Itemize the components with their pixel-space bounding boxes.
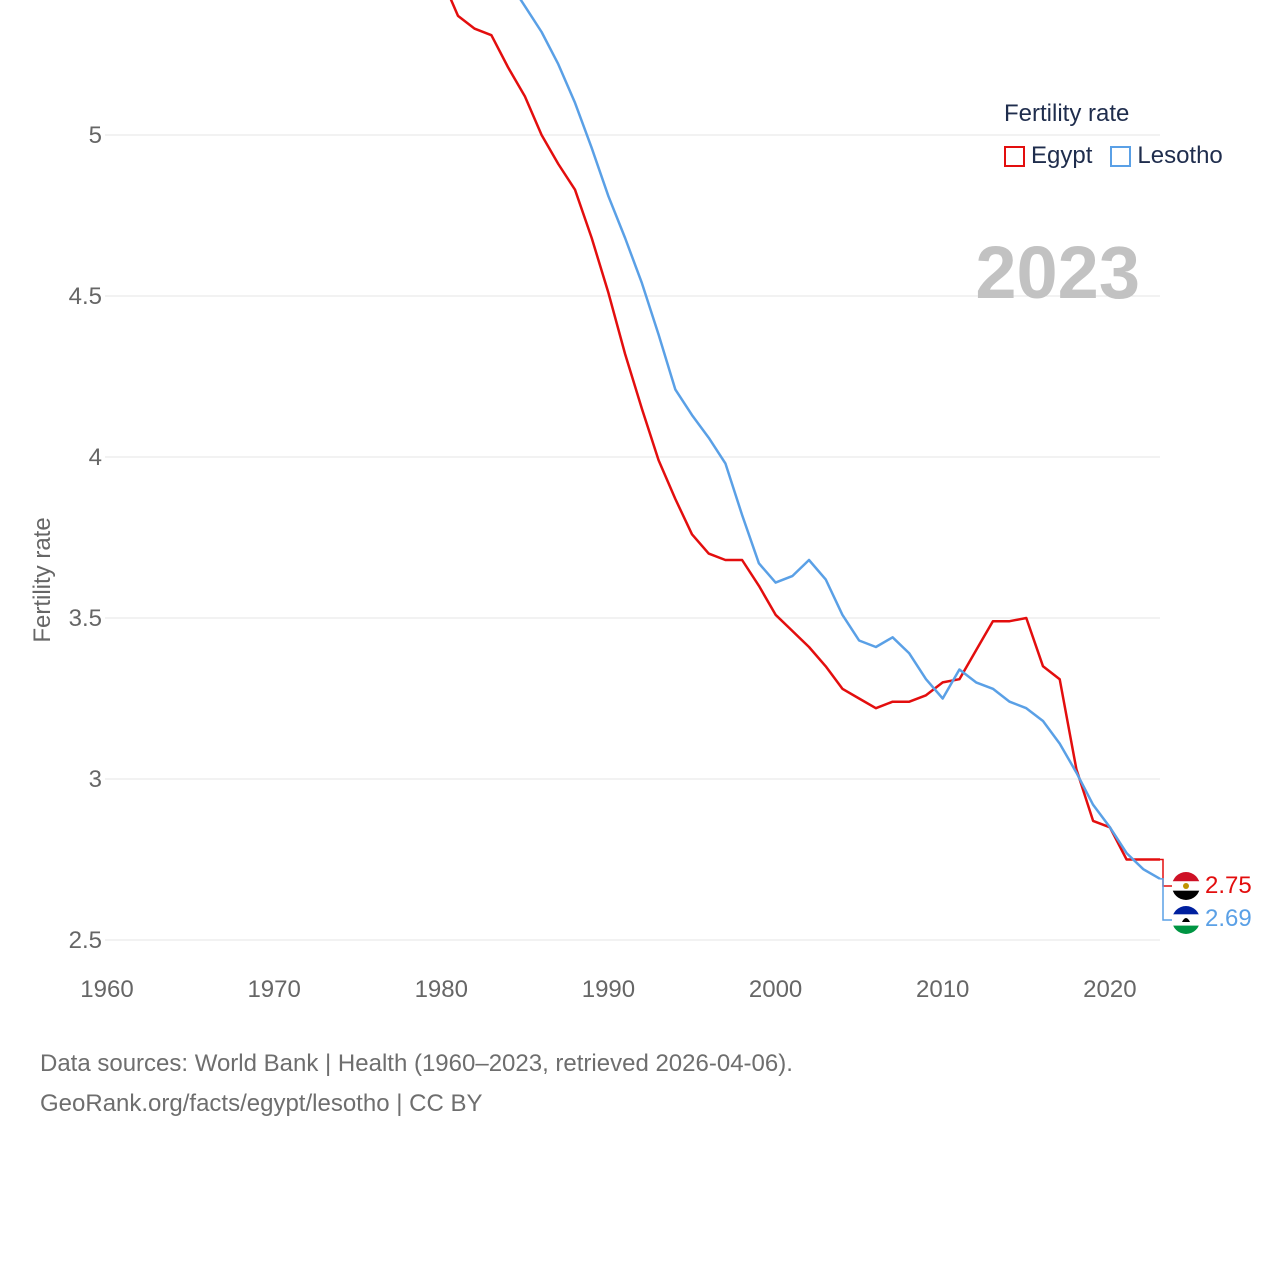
source-url-text: GeoRank.org/facts/egypt/lesotho | CC BY <box>40 1090 483 1117</box>
end-connector-egypt <box>1160 858 1172 887</box>
legend-item-lesotho[interactable]: Lesotho <box>1110 142 1223 170</box>
y-tick-label: 5 <box>89 122 102 149</box>
x-axis-ticks: 1960 1970 1980 1990 2000 2010 2020 <box>80 976 1136 1003</box>
y-axis-ticks: 2.533.544.555.566.5 <box>69 122 102 954</box>
x-tick-label: 2020 <box>1083 976 1136 1003</box>
flag-lesotho-icon <box>1172 906 1200 934</box>
end-value-label-egypt: 2.75 <box>1205 872 1252 899</box>
y-tick-label: 3 <box>89 766 102 793</box>
x-tick-label: 2000 <box>749 976 802 1003</box>
y-tick-label: 4 <box>89 444 102 471</box>
y-axis-label: Fertility rate <box>29 517 56 642</box>
data-source-text: Data sources: World Bank | Health (1960–… <box>40 1050 793 1077</box>
legend-swatch-lesotho <box>1110 145 1132 167</box>
x-tick-label: 1980 <box>415 976 468 1003</box>
x-tick-label: 1970 <box>247 976 300 1003</box>
series-end-markers: 2.75 2.69 <box>1160 858 1252 934</box>
y-tick-label: 4.5 <box>69 283 102 310</box>
x-tick-label: 2010 <box>916 976 969 1003</box>
x-tick-label: 1990 <box>582 976 635 1003</box>
legend-label-lesotho: Lesotho <box>1137 142 1223 169</box>
legend-swatch-egypt <box>1004 145 1025 167</box>
series-line-lesotho <box>519 0 1161 880</box>
end-value-label-lesotho: 2.69 <box>1205 905 1252 932</box>
y-tick-label: 2.5 <box>69 927 102 954</box>
legend-label-egypt: Egypt <box>1031 142 1093 169</box>
legend-item-egypt[interactable]: Egypt <box>1004 142 1092 170</box>
series-lines <box>449 0 1161 880</box>
y-tick-label: 3.5 <box>69 605 102 632</box>
series-line-egypt <box>449 0 1160 861</box>
flag-egypt-icon <box>1172 872 1200 900</box>
legend-title: Fertility rate <box>1004 100 1130 127</box>
footer: Data sources: World Bank | Health (1960–… <box>40 1044 793 1124</box>
end-connector-lesotho <box>1160 878 1172 921</box>
year-label: 2023 <box>975 231 1140 314</box>
x-tick-label: 1960 <box>80 976 133 1003</box>
legend: Egypt Lesotho <box>1004 142 1241 170</box>
grid-lines <box>105 134 1160 941</box>
